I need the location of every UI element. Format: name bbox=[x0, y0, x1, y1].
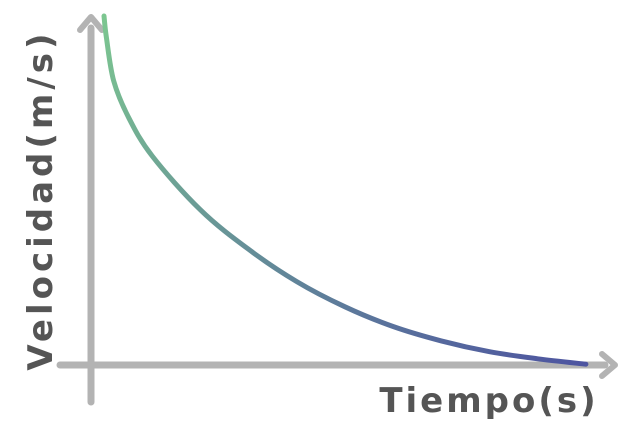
y-axis-label: Velocidad(m/s) bbox=[21, 29, 61, 370]
x-axis-label: Tiempo(s) bbox=[379, 381, 598, 421]
x-axis bbox=[56, 351, 618, 379]
x-axis-arrow-icon bbox=[599, 351, 618, 379]
y-axis-arrow-icon bbox=[77, 14, 105, 33]
y-axis bbox=[77, 14, 105, 406]
series-line bbox=[101, 13, 589, 367]
